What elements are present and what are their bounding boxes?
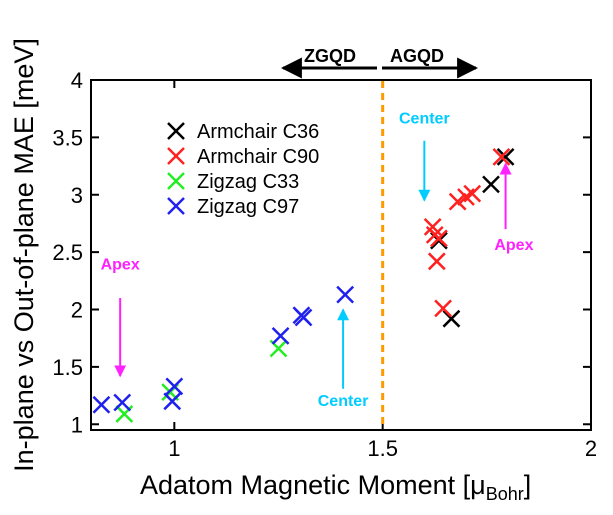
x-axis-label-sub: Bohr	[486, 484, 524, 504]
y-tick-label: 2	[71, 298, 83, 323]
point-zigzag-c97	[163, 392, 182, 411]
point-zigzag-c97	[336, 285, 355, 304]
point-stroke	[448, 192, 467, 211]
legend-marker	[167, 122, 185, 140]
point-armchair-c90	[448, 192, 467, 211]
legend-item-zigzag-c97: Zigzag C97	[167, 196, 299, 218]
point-stroke	[482, 175, 500, 194]
point-armchair-c90	[463, 184, 482, 203]
point-stroke	[492, 148, 511, 166]
y-tick-label: 3	[71, 183, 83, 208]
annotation-label-apex: Apex	[101, 256, 140, 273]
x-tick-label: 1	[168, 436, 180, 461]
legend-label: Armchair C90	[197, 146, 319, 168]
point-stroke	[165, 377, 184, 396]
legend-label: Armchair C36	[197, 121, 319, 143]
legend-label: Zigzag C97	[197, 196, 299, 218]
point-stroke	[113, 393, 132, 412]
point-zigzag-c97	[113, 393, 132, 412]
zgqd-label: ZGQD	[304, 46, 356, 66]
point-stroke	[463, 184, 482, 203]
x-axis-label-main: Adatom Magnetic Moment [μ	[140, 470, 486, 500]
legend-marker	[167, 197, 185, 215]
legend-marker	[167, 172, 185, 190]
x-tick-label: 2	[585, 436, 597, 461]
point-stroke	[496, 148, 515, 166]
point-armchair-c36	[482, 175, 500, 194]
point-stroke	[423, 218, 442, 236]
point-zigzag-c97	[165, 377, 184, 396]
point-zigzag-c97	[92, 395, 111, 414]
point-armchair-c90	[434, 299, 452, 318]
point-armchair-c36	[496, 148, 515, 166]
point-zigzag-c33	[115, 405, 134, 423]
point-armchair-c90	[430, 229, 448, 248]
y-tick-label: 1	[71, 412, 83, 437]
annotation-label-apex: Apex	[494, 237, 533, 254]
point-zigzag-c97	[271, 327, 290, 345]
point-stroke	[92, 395, 111, 414]
legend-label: Zigzag C33	[197, 171, 299, 193]
annotation-layer: Apex Center Center Apex	[101, 111, 534, 410]
plot-frame	[90, 79, 592, 431]
legend-item-armchair-c36: Armchair C36	[167, 121, 319, 143]
agqd-label: AGQD	[390, 46, 444, 66]
point-stroke	[336, 285, 355, 304]
legend-marker	[167, 147, 185, 165]
point-armchair-c90	[427, 252, 446, 271]
x-axis-label: Adatom Magnetic Moment [μBohr]	[140, 470, 531, 504]
annotation-label-center: Center	[318, 393, 369, 410]
legend-item-armchair-c90: Armchair C90	[167, 146, 319, 168]
point-stroke	[271, 327, 290, 345]
points-layer	[92, 148, 515, 423]
ticks-layer: 1 1.5 2 1 1.5 2 2.5 3 3.5 4	[52, 68, 597, 461]
point-stroke	[430, 229, 448, 248]
point-armchair-c36	[442, 309, 461, 328]
point-stroke	[427, 252, 446, 271]
point-stroke	[294, 308, 313, 327]
region-indicator: ZGQD AGQD	[280, 46, 479, 79]
legend: Armchair C36 Armchair C90 Zigzag C33 Zigzag…	[167, 121, 319, 218]
y-axis-label: In-plane vs Out-of-plane MAE [meV]	[9, 38, 39, 472]
y-tick-label: 1.5	[52, 355, 83, 380]
y-tick-label: 3.5	[52, 125, 83, 150]
annotation-label-center: Center	[399, 111, 450, 128]
point-stroke	[434, 299, 452, 318]
x-tick-label: 1.5	[367, 436, 398, 461]
x-axis-label-close: ]	[524, 470, 532, 500]
point-stroke	[163, 392, 182, 411]
point-armchair-c90	[492, 148, 511, 166]
y-tick-label: 4	[71, 68, 83, 93]
point-zigzag-c97	[294, 308, 313, 327]
point-stroke	[269, 339, 288, 358]
point-stroke	[442, 309, 461, 328]
y-tick-label: 2.5	[52, 240, 83, 265]
legend-item-zigzag-c33: Zigzag C33	[167, 171, 299, 193]
